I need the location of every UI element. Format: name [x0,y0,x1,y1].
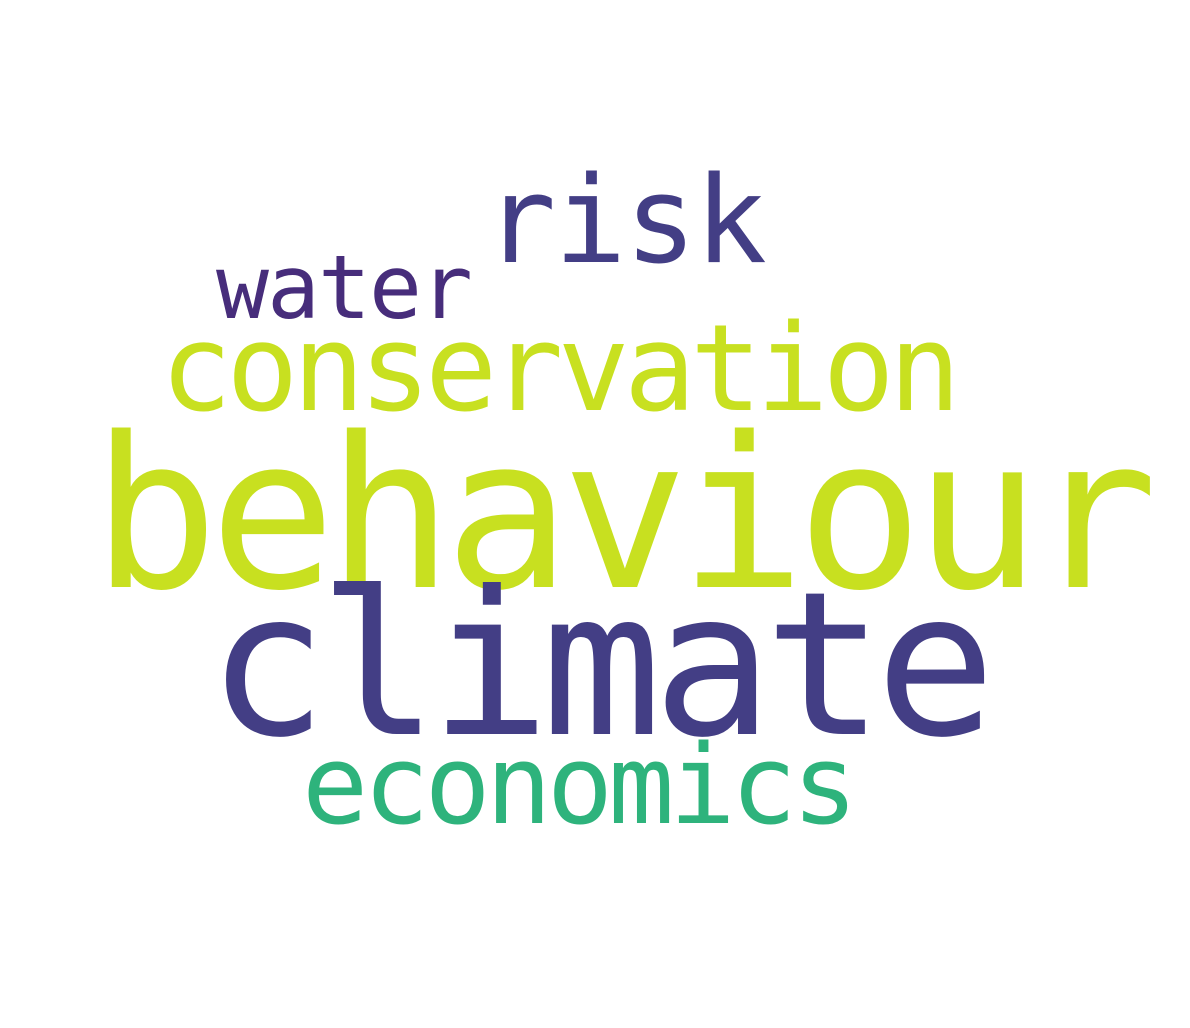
word-economics: economics [302,721,858,849]
word-behaviour: behaviour [92,392,1158,637]
word-conservation: conservation [160,300,961,439]
word-climate: climate [207,549,996,782]
word-risk: risk [484,152,767,291]
word-water: water [216,236,473,339]
